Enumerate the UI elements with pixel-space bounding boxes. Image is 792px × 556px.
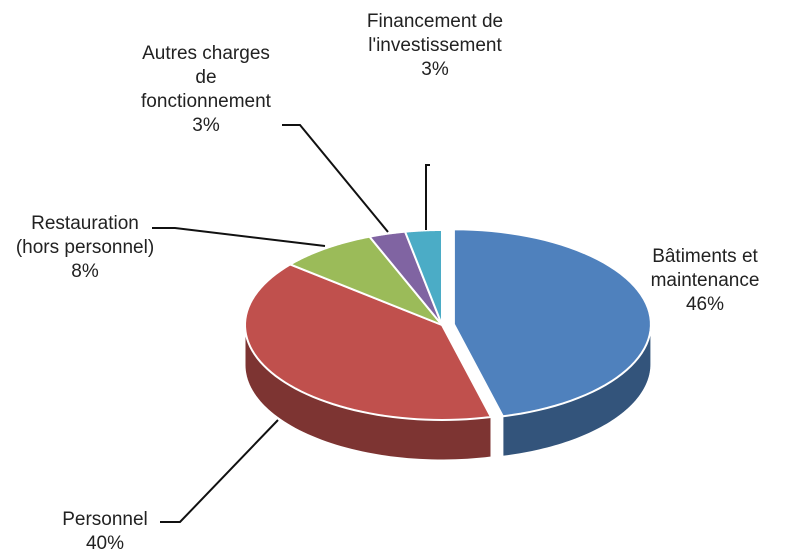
category-label: Financement de l'investissement <box>366 11 504 56</box>
slice <box>452 228 652 418</box>
slice <box>244 263 493 422</box>
slice <box>287 235 443 326</box>
value-label: 3% <box>192 115 220 136</box>
value-label: 46% <box>685 294 725 315</box>
slice-label: Restauration (hors personnel) 8% <box>10 212 160 284</box>
slice-label: Autres charges de fonctionnement 3% <box>130 42 282 138</box>
slice <box>367 230 443 326</box>
category-label: Autres charges de fonctionnement <box>141 43 271 112</box>
slice-label: Bâtiments et maintenance 46% <box>625 245 785 317</box>
category-label: Personnel <box>62 509 148 530</box>
leader-line <box>160 419 279 523</box>
value-label: 8% <box>71 261 99 282</box>
leader-line <box>425 164 430 230</box>
category-label: Bâtiments et maintenance <box>650 246 760 291</box>
slice-label: Financement de l'investissement 3% <box>360 10 510 82</box>
slice-label: Personnel 40% <box>40 508 170 556</box>
leader-lines <box>152 124 430 523</box>
leader-line <box>152 227 326 247</box>
value-label: 40% <box>85 533 125 554</box>
leader-line <box>282 124 389 233</box>
value-label: 3% <box>421 59 449 80</box>
slice <box>403 228 443 326</box>
category-label: Restauration (hors personnel) <box>15 213 155 258</box>
